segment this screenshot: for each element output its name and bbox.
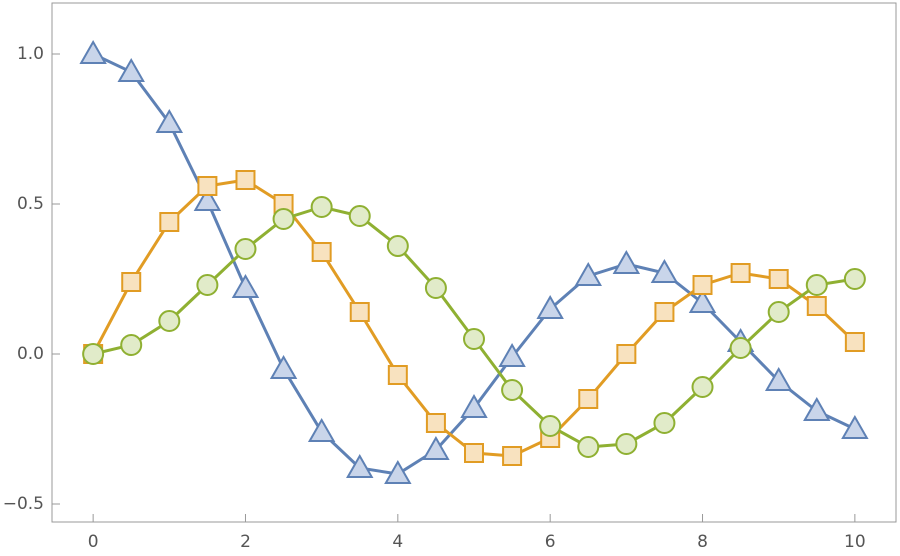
marker [235, 170, 256, 190]
marker [729, 337, 752, 359]
y-tick-label: 0.5 [17, 194, 44, 214]
marker [616, 344, 637, 364]
marker [498, 342, 526, 367]
marker [654, 302, 675, 322]
marker [307, 417, 336, 442]
x-tick-label: 6 [545, 532, 556, 552]
marker [650, 258, 679, 283]
marker [577, 436, 600, 458]
marker [384, 459, 412, 484]
marker [387, 365, 408, 385]
marker [422, 435, 450, 460]
marker [193, 186, 222, 211]
x-tick-label: 0 [88, 532, 99, 552]
marker [79, 39, 107, 64]
marker [806, 296, 827, 316]
marker [539, 415, 562, 437]
marker [155, 108, 184, 133]
marker [463, 328, 485, 350]
marker [82, 343, 105, 365]
marker [844, 332, 865, 352]
marker [117, 57, 145, 82]
marker [346, 453, 374, 478]
marker [730, 263, 751, 283]
marker [691, 376, 714, 398]
marker [612, 249, 641, 274]
y-tick-label: 0.0 [17, 344, 44, 364]
marker [460, 393, 488, 418]
marker [425, 413, 446, 433]
marker [272, 208, 295, 230]
x-tick-label: 10 [844, 532, 866, 552]
marker [841, 414, 869, 439]
marker [767, 301, 790, 323]
marker [502, 446, 523, 466]
marker [464, 443, 484, 463]
marker [501, 379, 524, 401]
marker [688, 288, 717, 313]
marker [234, 238, 257, 260]
marker [424, 277, 447, 299]
marker [805, 274, 828, 296]
marker [269, 354, 298, 379]
marker [159, 212, 180, 232]
marker [574, 261, 602, 286]
marker [197, 176, 218, 196]
marker [310, 196, 333, 218]
marker [768, 269, 789, 289]
y-tick-label: 1.0 [17, 44, 44, 64]
marker [196, 274, 219, 296]
marker [843, 268, 866, 290]
y-tick-label: −0.5 [3, 494, 44, 514]
marker [615, 433, 638, 455]
marker [348, 205, 371, 227]
marker [349, 302, 370, 322]
x-tick-label: 2 [240, 532, 251, 552]
marker [231, 273, 260, 298]
x-tick-label: 4 [392, 532, 403, 552]
marker [311, 242, 332, 262]
marker [653, 412, 676, 434]
x-tick-label: 8 [697, 532, 708, 552]
plot-frame [51, 2, 897, 523]
marker [121, 272, 142, 292]
marker [692, 275, 713, 295]
marker [578, 389, 599, 409]
marker [158, 310, 181, 332]
marker [120, 334, 143, 356]
marker [764, 366, 793, 391]
marker [803, 396, 831, 421]
marker [386, 235, 409, 257]
marker [536, 294, 564, 319]
